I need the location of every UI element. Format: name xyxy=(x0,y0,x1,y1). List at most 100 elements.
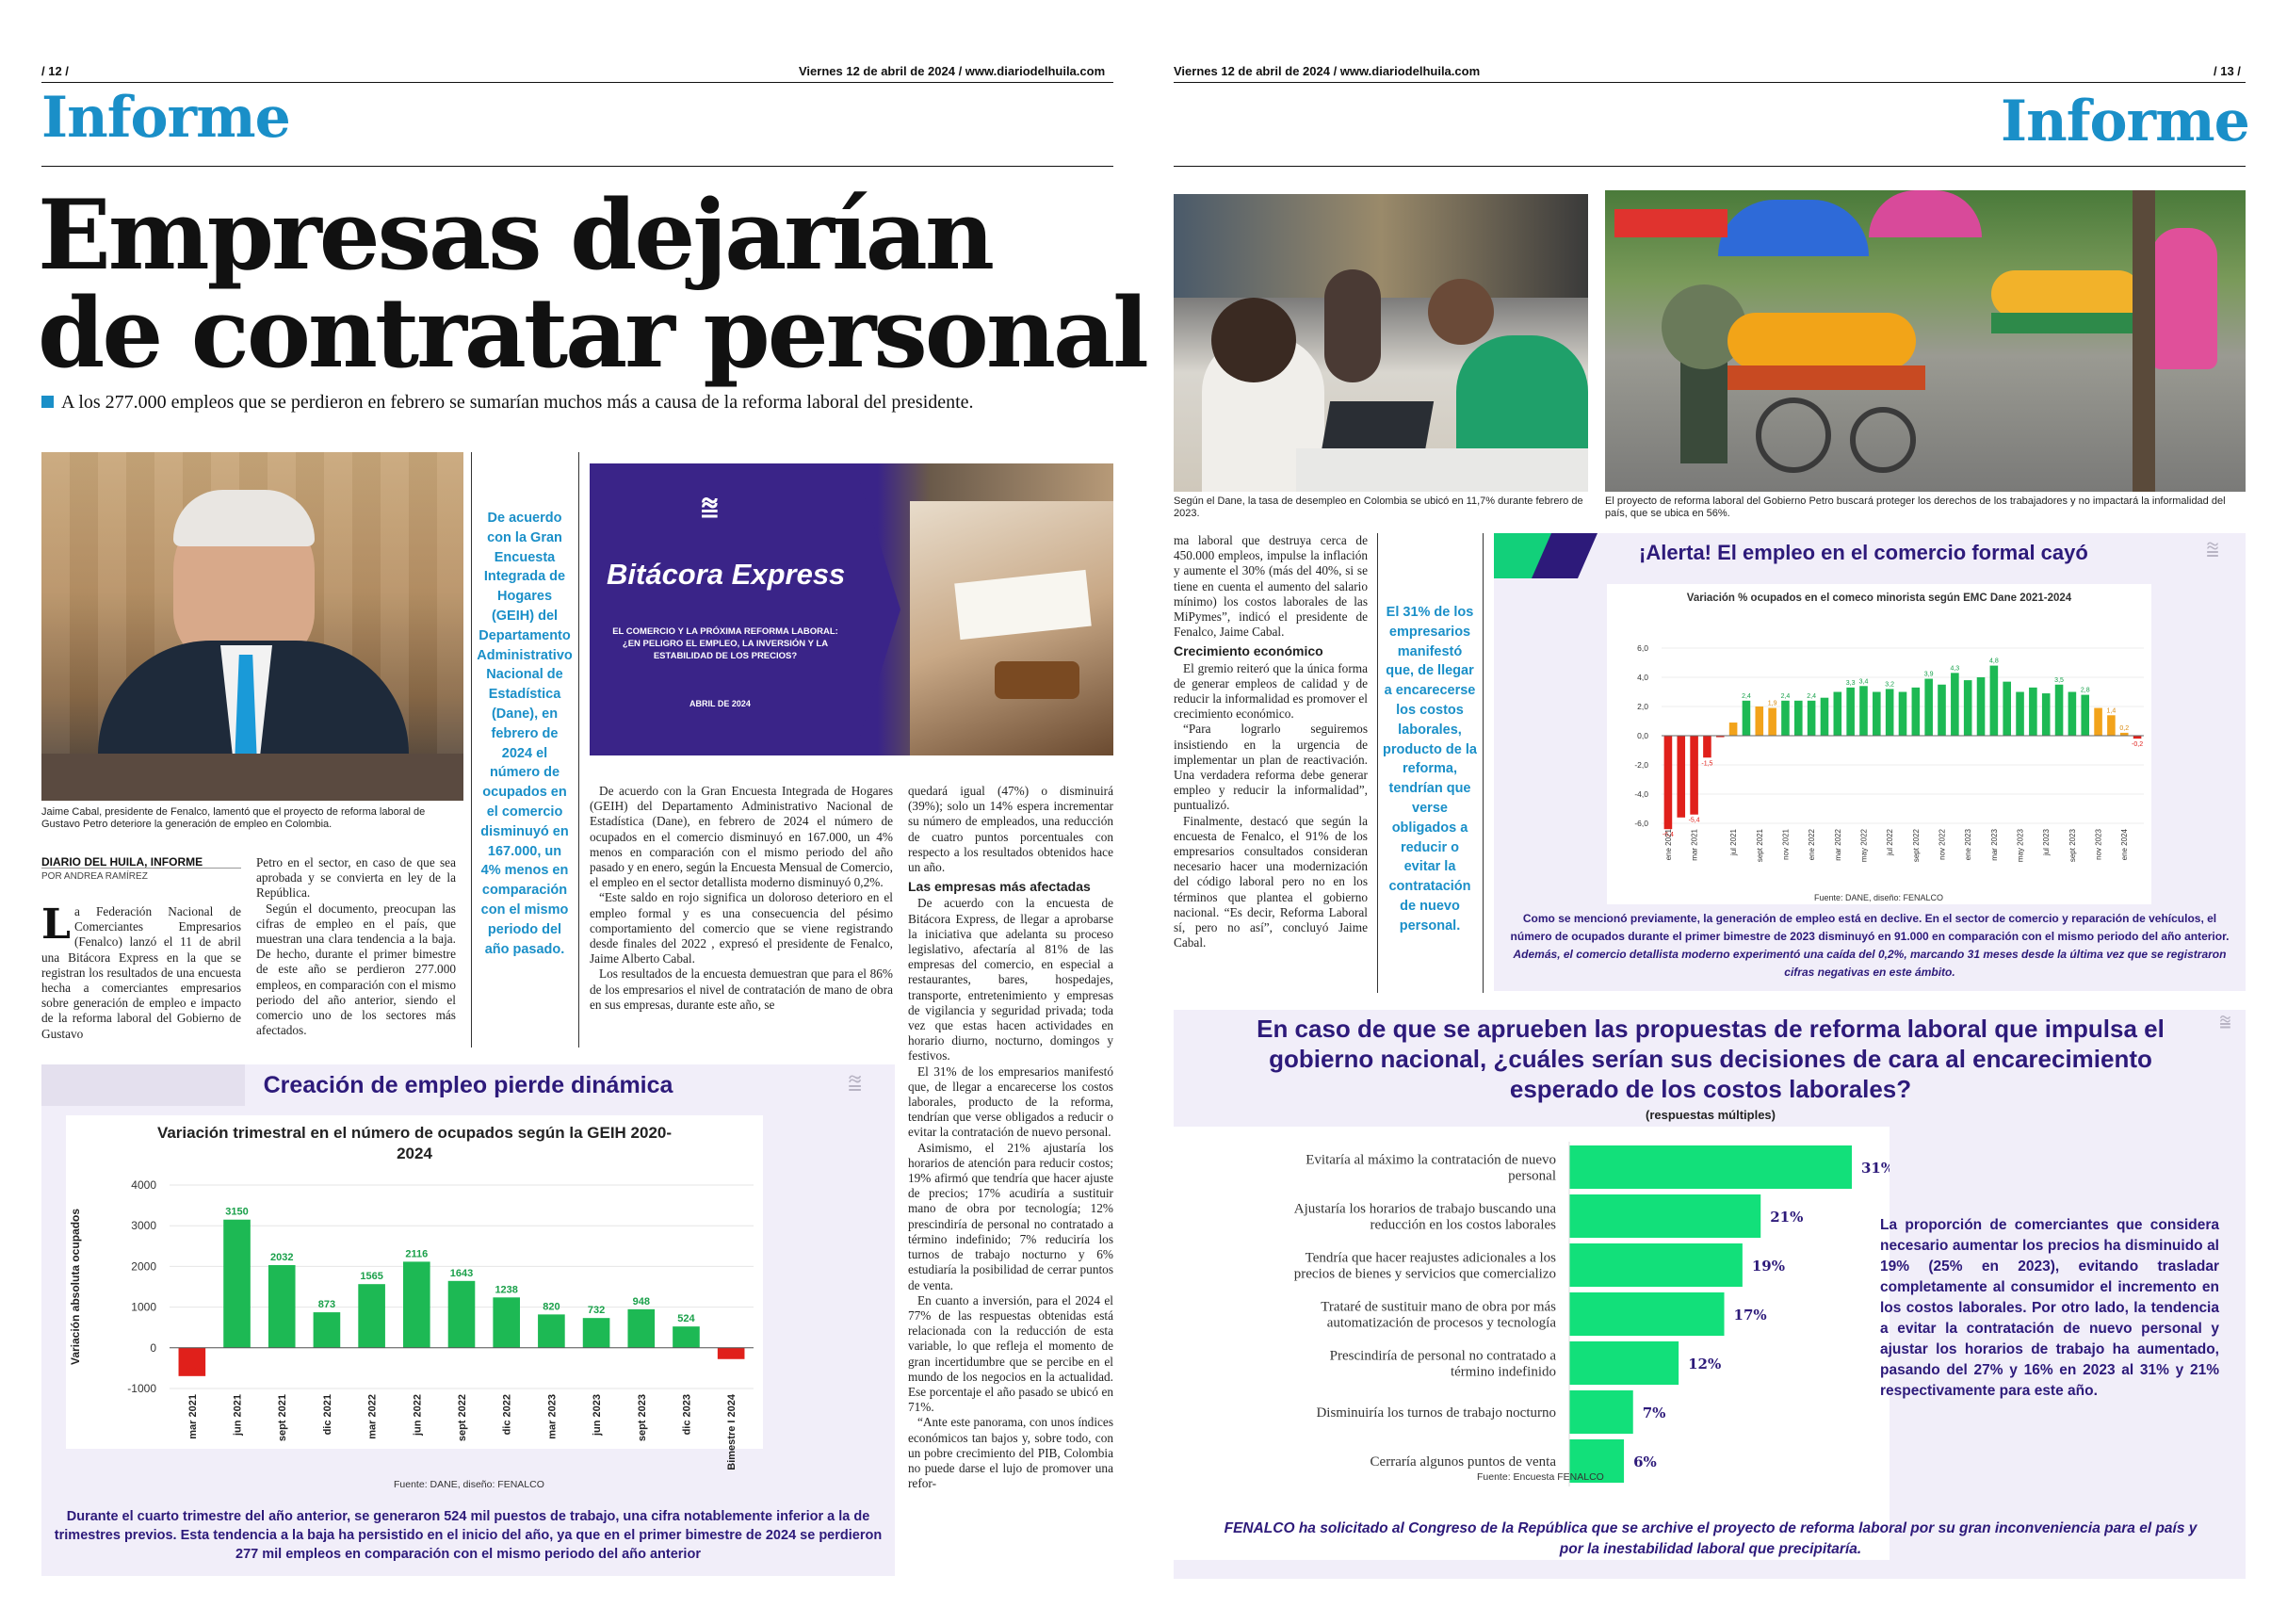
chart3-data-label: 7% xyxy=(1643,1405,1666,1421)
chart1-xtick: Bimestre I 2024 xyxy=(726,1393,738,1470)
body-col1-text: a Federación Nacional de Comerciantes Em… xyxy=(41,904,241,1041)
chart2-xtick: mar 2023 xyxy=(1990,828,1999,860)
chart2-data-label: 1,4 xyxy=(2107,707,2117,714)
chart2-bar xyxy=(1807,700,1816,736)
byline-author: POR ANDREA RAMÍREZ xyxy=(41,871,148,882)
body-col4-p3: El 31% de los empresarios manifestó que,… xyxy=(908,1064,1113,1140)
chart2-bar xyxy=(2094,707,2102,736)
chart1-ytick: 3000 xyxy=(131,1219,156,1232)
chart2-data-label: 3,3 xyxy=(1846,680,1856,687)
chart1-data-label: 948 xyxy=(633,1296,650,1307)
chart2-bar xyxy=(2081,694,2090,736)
photo-caption-left: Jaime Cabal, presidente de Fenalco, lame… xyxy=(41,806,426,830)
chart2-xtick: may 2022 xyxy=(1859,828,1868,862)
bitacora-date: ABRIL DE 2024 xyxy=(689,699,751,708)
body-col4-p5: En cuanto a inversión, para el 2024 el 7… xyxy=(908,1292,1113,1415)
chart2-ytick: -2,0 xyxy=(1634,760,1648,770)
chart2-data-label: 2,4 xyxy=(1742,693,1751,700)
chart2-bar xyxy=(1677,736,1686,818)
chart3-category-label: Prescindiría de personal no contratado a xyxy=(1330,1349,1557,1364)
chart2-bar xyxy=(2119,732,2129,736)
chart1-title-line2: 2024 xyxy=(397,1145,432,1162)
chart2-data-label: -5,4 xyxy=(1689,818,1700,824)
body-col2-p1: Petro en el sector, en caso de que sea a… xyxy=(256,855,456,901)
body-right-column: ma laboral que destruya cerca de 450.000… xyxy=(1174,533,1368,950)
chart2-bar xyxy=(2029,687,2037,736)
chart3-data-label: 19% xyxy=(1752,1258,1785,1275)
chart2-ytick: 4,0 xyxy=(1637,673,1648,682)
chart2-xtick: jul 2023 xyxy=(2042,828,2051,856)
chart3-bar xyxy=(1569,1439,1625,1483)
chart1-bar xyxy=(223,1219,251,1348)
photo-street-vendors xyxy=(1605,190,2246,492)
chart1-ytick: 4000 xyxy=(131,1178,156,1192)
chart2-xtick: may 2023 xyxy=(2017,828,2025,862)
bitacora-subtitle: EL COMERCIO Y LA PRÓXIMA REFORMA LABORAL… xyxy=(612,626,838,661)
chart2-footer-bold: Como se mencionó previamente, la generac… xyxy=(1510,912,2230,943)
photo-job-fair xyxy=(1174,194,1588,492)
chart2-bar xyxy=(1938,684,1946,736)
chart3-data-label: 12% xyxy=(1688,1356,1721,1372)
chart1-ylabel: Variación absoluta ocupados xyxy=(69,1209,82,1365)
body-col4-p2: De acuerdo con la encuesta de Bitácora E… xyxy=(908,896,1113,1064)
subhead-crecimiento: Crecimiento económico xyxy=(1174,643,1323,659)
byline: DIARIO DEL HUILA, INFORME POR ANDREA RAM… xyxy=(41,855,241,882)
chart2-footer: Como se mencionó previamente, la generac… xyxy=(1503,910,2236,982)
chart2-bar xyxy=(1794,700,1803,736)
chart3-bar xyxy=(1569,1243,1743,1287)
chart2-bar xyxy=(2068,691,2077,736)
chart2-bar xyxy=(1728,723,1738,736)
chart1-footer: Durante el cuarto trimestre del año ante… xyxy=(54,1509,883,1562)
chart1-bar xyxy=(358,1284,385,1348)
chart2-bar xyxy=(1755,706,1764,736)
body-column-2: Petro en el sector, en caso de que sea a… xyxy=(256,855,456,1038)
deck: A los 277.000 empleos que se perdieron e… xyxy=(41,392,1115,414)
survey-footer: FENALCO ha solicitado al Congreso de la … xyxy=(1224,1520,2198,1557)
chart2-data-label: 4,8 xyxy=(1989,658,1999,665)
chart1-ytick: 1000 xyxy=(131,1301,156,1314)
chart1-xtick: dic 2023 xyxy=(681,1394,692,1435)
chart1-ytick: 0 xyxy=(150,1341,156,1355)
chart1-data-label: 1565 xyxy=(360,1271,382,1282)
chart3-category-label: precios de bienes y servicios que comerc… xyxy=(1294,1267,1556,1282)
chart3-category-label: Evitaría al máximo la contratación de nu… xyxy=(1306,1153,1556,1168)
chart3-data-label: 31% xyxy=(1861,1160,1890,1177)
byline-source: DIARIO DEL HUILA, INFORME xyxy=(41,855,203,869)
chart2-xtick: ene 2024 xyxy=(2120,828,2129,860)
body-right-p3: “Para lograrlo seguiremos insistiendo en… xyxy=(1174,722,1368,813)
chart2-data-label: 1,9 xyxy=(1768,701,1777,707)
chart2-xtick: sept 2021 xyxy=(1756,828,1764,862)
headline-line-2: de contratar personal xyxy=(38,277,1149,390)
chart3-category-label: Tendría que hacer reajustes adicionales … xyxy=(1306,1251,1556,1266)
chart2-source: Fuente: DANE, diseño: FENALCO xyxy=(1814,893,1944,902)
chart2-bar xyxy=(1873,691,1881,736)
chart2-bar xyxy=(1989,665,1999,736)
page-folio-right: / 13 / xyxy=(2214,64,2241,78)
body-col4-p1: quedará igual (47%) o disminuirá (39%); … xyxy=(908,784,1113,875)
chart2-bar xyxy=(1742,700,1751,736)
chart1-data-label: 2032 xyxy=(270,1252,293,1263)
chart2-xtick: jul 2022 xyxy=(1886,828,1894,856)
chart1-bar xyxy=(673,1326,700,1348)
chart2-bar xyxy=(1898,691,1907,736)
survey-source: Fuente: Encuesta FENALCO xyxy=(1477,1471,1604,1483)
chart2-xtick: ene 2021 xyxy=(1664,828,1673,860)
chart3-category-label: Disminuiría los turnos de trabajo noctur… xyxy=(1316,1405,1556,1421)
chart2-data-label: 4,3 xyxy=(1950,665,1959,672)
body-col3-p3: Los resultados de la encuesta demuestran… xyxy=(590,966,893,1012)
chart2-xtick: nov 2021 xyxy=(1781,828,1790,859)
chart3-data-label: 17% xyxy=(1734,1307,1767,1324)
chart2-xtick: mar 2022 xyxy=(1834,828,1842,860)
chart2-data-label: 3,5 xyxy=(2054,677,2064,684)
chart3-category-label: personal xyxy=(1508,1169,1556,1184)
fenalco-mark-icon-3: ⩰ xyxy=(2219,1010,2231,1033)
bitacora-express-cover: ⩰ Bitácora Express EL COMERCIO Y LA PRÓX… xyxy=(590,463,1113,755)
section-title-left: Informe xyxy=(41,85,291,151)
chart2-xtick: sept 2022 xyxy=(1912,828,1921,862)
chart2-bar xyxy=(1885,689,1894,736)
chart-survey-decisions: 31% Evitaría al máximo la contratación de… xyxy=(1294,1142,1890,1486)
chart2-bar xyxy=(2003,681,2011,736)
chart2-ytick: 6,0 xyxy=(1637,643,1648,653)
body-column-4: quedará igual (47%) o disminuirá (39%); … xyxy=(908,784,1113,1491)
body-col3-p2: “Este saldo en rojo significa un doloros… xyxy=(590,890,893,966)
